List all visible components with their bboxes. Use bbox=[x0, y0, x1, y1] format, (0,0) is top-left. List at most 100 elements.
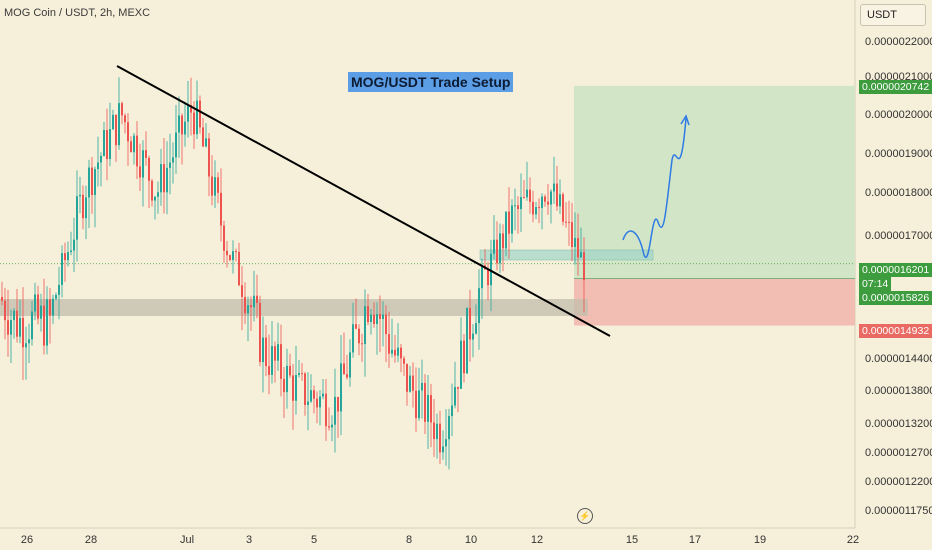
candle-body bbox=[109, 129, 111, 160]
candle-body bbox=[466, 307, 468, 374]
candle-body bbox=[292, 375, 294, 401]
candle-body bbox=[112, 114, 114, 130]
entry-price-badge: 0.0000015826 bbox=[859, 291, 932, 305]
countdown-badge: 07:14 bbox=[859, 277, 892, 291]
candle-body bbox=[265, 337, 267, 367]
time-tick-label: 22 bbox=[847, 534, 859, 546]
support-zone bbox=[0, 299, 588, 316]
candle-body bbox=[544, 196, 546, 202]
projected-path bbox=[622, 117, 687, 259]
candle-body bbox=[76, 196, 78, 240]
candle-body bbox=[223, 225, 225, 251]
candle-body bbox=[85, 197, 87, 219]
candle-body bbox=[64, 253, 66, 261]
candle-body bbox=[199, 100, 201, 128]
candle-body bbox=[487, 269, 489, 286]
candle-body bbox=[322, 393, 324, 397]
candle-body bbox=[52, 298, 54, 316]
candle-body bbox=[352, 324, 354, 353]
candle-body bbox=[550, 191, 552, 205]
time-tick-label: Jul bbox=[180, 534, 194, 546]
candle-body bbox=[274, 346, 276, 361]
candle-body bbox=[145, 150, 147, 158]
candle-body bbox=[307, 401, 309, 405]
candle-body bbox=[10, 320, 12, 335]
time-tick-label: 17 bbox=[689, 534, 701, 546]
candle-body bbox=[364, 306, 366, 345]
candle-body bbox=[583, 252, 585, 281]
candle-body bbox=[157, 192, 159, 197]
candle-body bbox=[445, 439, 447, 447]
candle-body bbox=[568, 221, 570, 223]
time-tick-label: 12 bbox=[531, 534, 543, 546]
candle-body bbox=[91, 167, 93, 196]
candle-body bbox=[238, 251, 240, 286]
candle-body bbox=[4, 300, 6, 321]
candle-body bbox=[226, 250, 228, 256]
candle-body bbox=[298, 373, 300, 376]
price-tick-label: 0.0000020000 bbox=[865, 109, 932, 121]
candle-body bbox=[376, 314, 378, 325]
candle-body bbox=[139, 166, 141, 178]
candle-body bbox=[514, 205, 516, 207]
candle-body bbox=[280, 344, 282, 379]
candle-body bbox=[367, 306, 369, 323]
price-tick-label: 0.0000019000 bbox=[865, 148, 932, 160]
candle-body bbox=[133, 135, 135, 153]
bolt-icon[interactable]: ⚡ bbox=[577, 508, 593, 524]
candle-body bbox=[187, 105, 189, 122]
currency-selector[interactable]: USDT bbox=[860, 4, 926, 26]
candle-body bbox=[220, 192, 222, 226]
candle-body bbox=[508, 211, 510, 234]
time-tick-label: 8 bbox=[406, 534, 412, 546]
candle-body bbox=[25, 343, 27, 348]
candle-body bbox=[463, 340, 465, 374]
candle-body bbox=[43, 305, 45, 346]
candle-body bbox=[184, 121, 186, 135]
candle-body bbox=[94, 169, 96, 196]
candle-body bbox=[388, 334, 390, 354]
candle-body bbox=[526, 189, 528, 198]
candle-body bbox=[283, 378, 285, 393]
candle-body bbox=[403, 358, 405, 364]
candle-body bbox=[478, 288, 480, 324]
candle-body bbox=[1, 297, 3, 301]
candle-body bbox=[88, 167, 90, 198]
candle-body bbox=[580, 252, 582, 258]
candle-body bbox=[448, 416, 450, 440]
time-tick-label: 10 bbox=[465, 534, 477, 546]
candle-body bbox=[172, 157, 174, 163]
candle-body bbox=[211, 176, 213, 196]
price-tick-label: 0.0000022000 bbox=[865, 36, 932, 48]
price-tick-label: 0.0000013800 bbox=[865, 385, 932, 397]
candle-body bbox=[244, 296, 246, 314]
candle-body bbox=[547, 201, 549, 205]
candle-body bbox=[259, 302, 261, 363]
candle-body bbox=[343, 363, 345, 375]
candle-body bbox=[331, 424, 333, 428]
candle-body bbox=[142, 150, 144, 178]
candle-body bbox=[100, 155, 102, 163]
candle-body bbox=[373, 314, 375, 325]
candle-body bbox=[574, 238, 576, 248]
candle-body bbox=[400, 347, 402, 359]
price-tick-label: 0.0000012200 bbox=[865, 476, 932, 488]
candle-body bbox=[310, 390, 312, 402]
candle-body bbox=[268, 366, 270, 375]
candle-body bbox=[301, 373, 303, 375]
projected-arrowhead bbox=[680, 114, 690, 126]
candle-body bbox=[481, 265, 483, 289]
candle-body bbox=[541, 196, 543, 208]
price-tick-label: 0.0000012700 bbox=[865, 447, 932, 459]
candle-body bbox=[451, 405, 453, 417]
candle-body bbox=[349, 352, 351, 378]
candle-body bbox=[430, 395, 432, 423]
candle-body bbox=[16, 310, 18, 337]
candle-body bbox=[34, 294, 36, 312]
candle-body bbox=[469, 307, 471, 340]
symbol-label: MOG Coin / USDT, 2h, MEXC bbox=[4, 7, 151, 19]
candle-body bbox=[121, 103, 123, 116]
candle-body bbox=[511, 205, 513, 234]
candle-body bbox=[175, 132, 177, 158]
